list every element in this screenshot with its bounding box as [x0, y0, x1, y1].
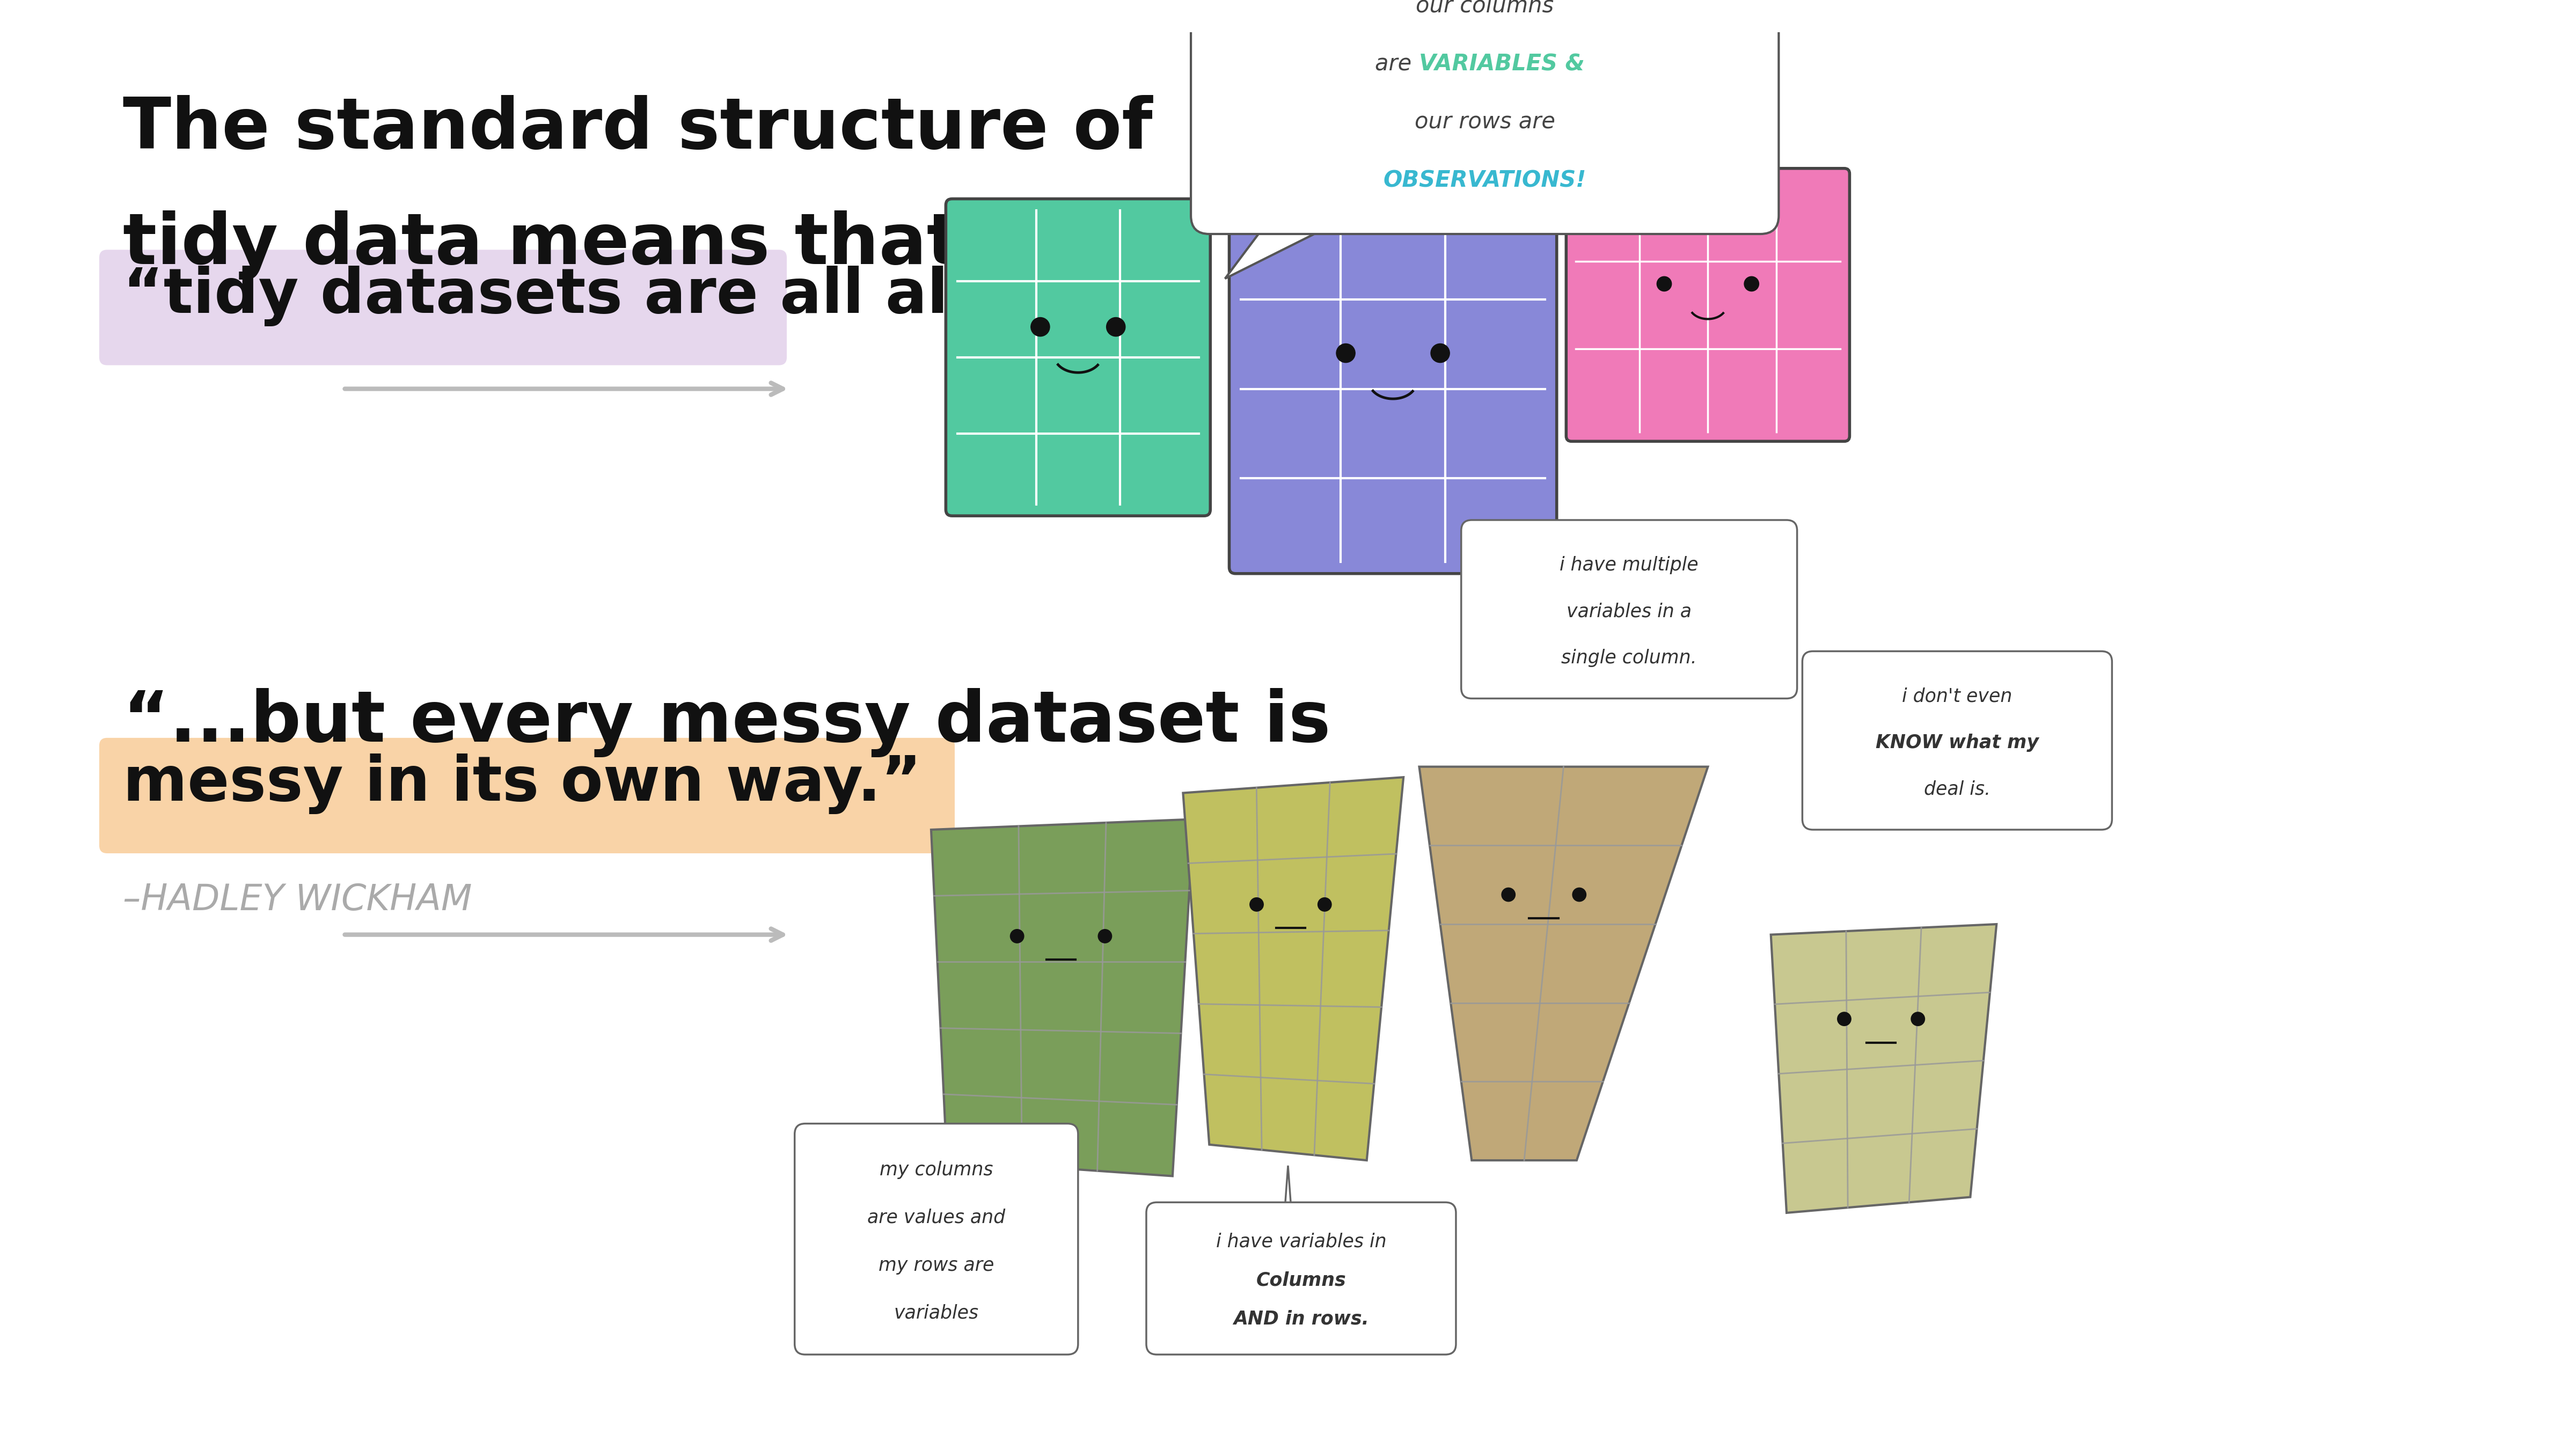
Text: i don't even: i don't even	[1901, 687, 2012, 706]
Text: single column.: single column.	[1561, 649, 1698, 667]
Text: i have variables in: i have variables in	[1216, 1233, 1386, 1250]
Circle shape	[1030, 317, 1051, 336]
Polygon shape	[1770, 924, 1996, 1213]
Circle shape	[1837, 1013, 1852, 1026]
Circle shape	[1656, 277, 1672, 291]
Circle shape	[1911, 1013, 1924, 1026]
FancyBboxPatch shape	[1461, 520, 1798, 698]
Text: “...but every messy dataset is: “...but every messy dataset is	[124, 688, 1332, 758]
Circle shape	[1502, 888, 1515, 901]
Circle shape	[1571, 888, 1587, 901]
Text: my rows are: my rows are	[878, 1256, 994, 1275]
Text: AND in rows.: AND in rows.	[1234, 1310, 1368, 1329]
FancyBboxPatch shape	[945, 199, 1211, 516]
Text: my columns: my columns	[878, 1161, 994, 1179]
Circle shape	[1249, 897, 1262, 911]
Text: messy in its own way.”: messy in its own way.”	[124, 753, 922, 814]
FancyBboxPatch shape	[1229, 204, 1556, 574]
Polygon shape	[1419, 767, 1708, 1161]
Text: variables in a: variables in a	[1566, 603, 1692, 620]
Polygon shape	[1564, 530, 1589, 693]
Circle shape	[1744, 277, 1759, 291]
FancyBboxPatch shape	[1566, 168, 1850, 442]
Text: our columns: our columns	[1417, 0, 1553, 17]
FancyBboxPatch shape	[100, 249, 786, 365]
Text: OBSERVATIONS!: OBSERVATIONS!	[1383, 170, 1587, 191]
Text: Columns: Columns	[1257, 1271, 1347, 1290]
FancyBboxPatch shape	[100, 738, 956, 853]
Circle shape	[1319, 897, 1332, 911]
Text: are values and: are values and	[868, 1208, 1005, 1227]
Text: i have multiple: i have multiple	[1558, 556, 1698, 574]
Text: tidy data means that: tidy data means that	[124, 210, 961, 280]
Text: are: are	[1376, 52, 1419, 75]
FancyBboxPatch shape	[1146, 1203, 1455, 1355]
Polygon shape	[933, 1165, 961, 1345]
Text: deal is.: deal is.	[1924, 780, 1991, 798]
Text: The standard structure of: The standard structure of	[124, 96, 1151, 164]
Circle shape	[1108, 317, 1126, 336]
Text: –HADLEY WICKHAM: –HADLEY WICKHAM	[124, 882, 471, 917]
Circle shape	[1430, 343, 1450, 362]
Circle shape	[1097, 929, 1113, 943]
Circle shape	[1010, 929, 1023, 943]
FancyBboxPatch shape	[1803, 651, 2112, 830]
Text: VARIABLES &: VARIABLES &	[1419, 52, 1584, 75]
Circle shape	[1337, 343, 1355, 362]
Text: variables: variables	[894, 1304, 979, 1321]
Polygon shape	[930, 819, 1193, 1177]
Text: “tidy datasets are all alike...”: “tidy datasets are all alike...”	[124, 265, 1162, 326]
Polygon shape	[1226, 216, 1340, 278]
Text: KNOW what my: KNOW what my	[1875, 733, 2038, 752]
FancyBboxPatch shape	[1190, 0, 1777, 233]
FancyBboxPatch shape	[793, 1123, 1079, 1355]
Text: our rows are: our rows are	[1414, 112, 1556, 133]
Polygon shape	[1878, 662, 1904, 824]
Polygon shape	[1275, 1165, 1301, 1345]
Polygon shape	[1182, 777, 1404, 1161]
